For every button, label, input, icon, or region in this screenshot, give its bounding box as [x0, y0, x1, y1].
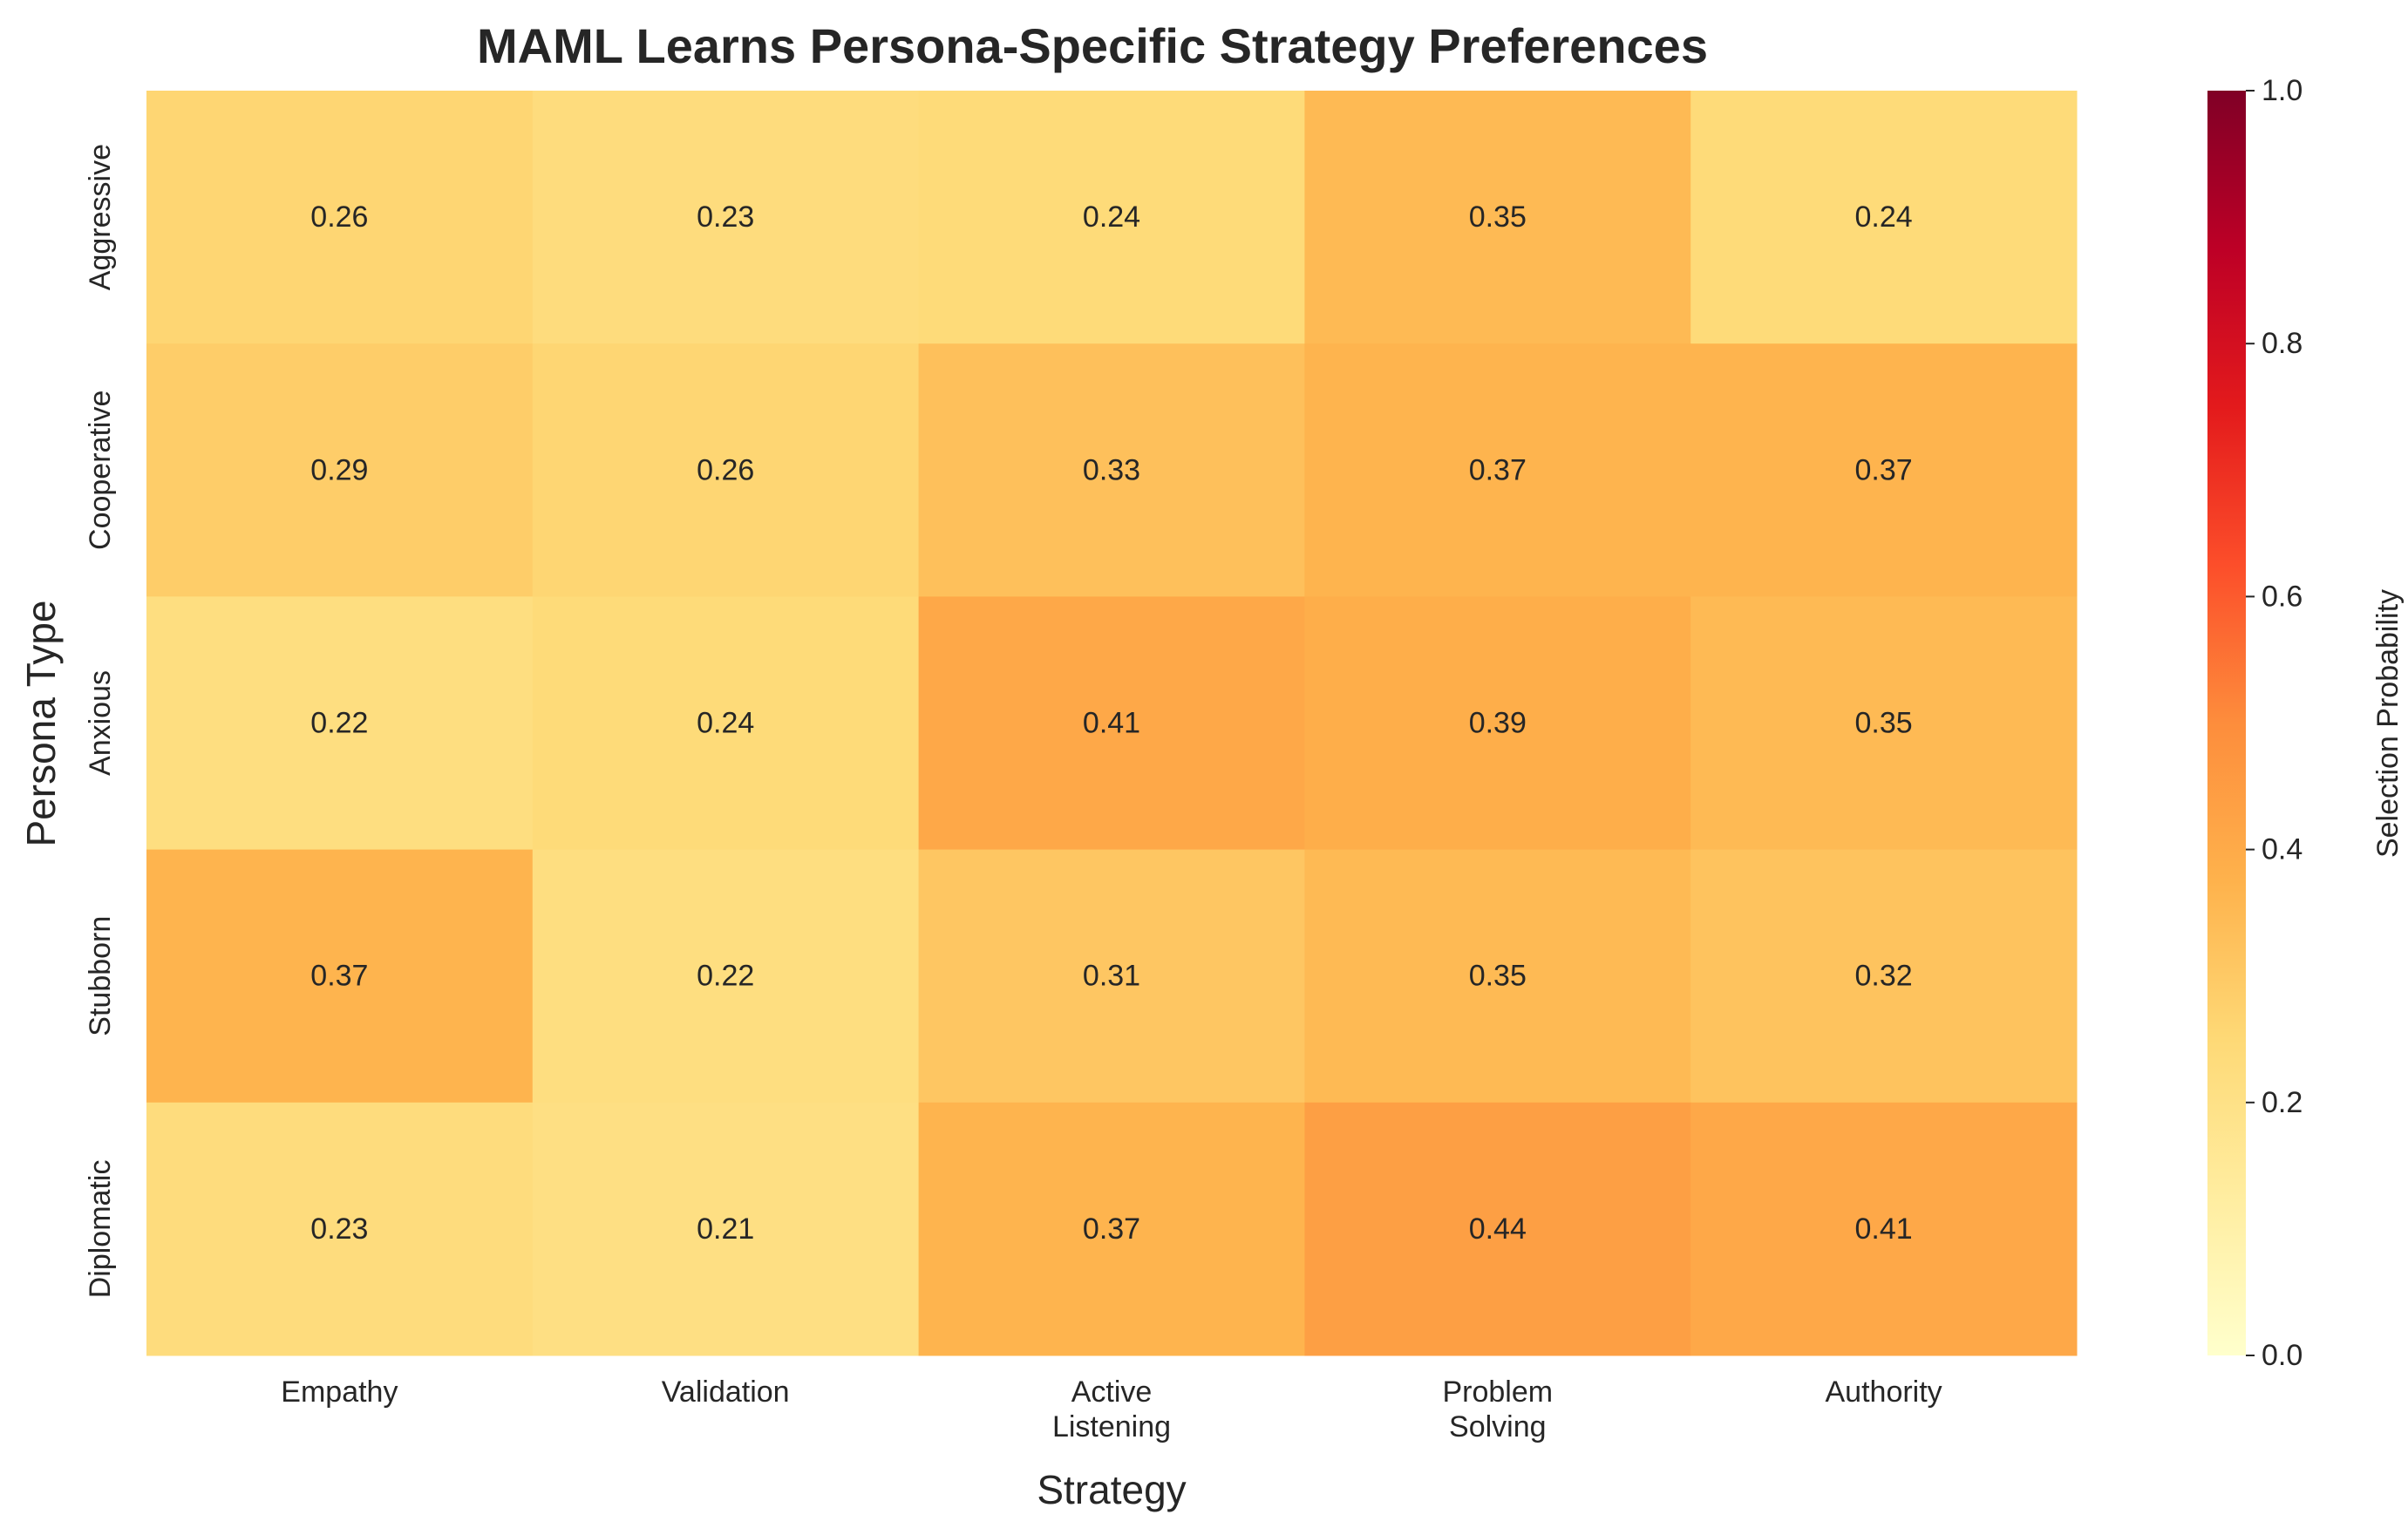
cell-value-label: 0.41: [1083, 707, 1140, 740]
cell-value-label: 0.37: [1083, 1212, 1140, 1246]
heatmap-cell: [1304, 849, 1691, 1104]
y-tick-label: Cooperative: [84, 391, 117, 550]
colorbar: [2207, 91, 2246, 1355]
cell-value-label: 0.23: [310, 1212, 368, 1246]
heatmap-cell: [918, 343, 1305, 597]
y-tick-label: Diplomatic: [84, 1160, 117, 1299]
cell-value-label: 0.22: [310, 707, 368, 740]
heatmap-cell: [532, 596, 920, 851]
cell-value-label: 0.24: [1083, 200, 1140, 234]
colorbar-tick-label: 1.0: [2262, 74, 2303, 107]
x-tick-label: Active Listening: [1052, 1375, 1171, 1443]
y-tick-labels: Aggressive Cooperative Anxious Stubborn Dipl…: [84, 144, 117, 1298]
cell-value-label: 0.37: [310, 960, 368, 993]
cell-value-label: 0.32: [1855, 960, 1913, 993]
heatmap-cell: [1690, 596, 2078, 851]
cell-value-label: 0.26: [310, 200, 368, 234]
x-tick-label: Validation: [662, 1375, 790, 1409]
colorbar-tick-label: 0.8: [2262, 327, 2303, 360]
heatmap-cell: [1304, 91, 1691, 344]
cell-value-label: 0.44: [1469, 1212, 1527, 1246]
colorbar-tick-label: 0.6: [2262, 580, 2303, 613]
colorbar-tick-label: 0.4: [2262, 833, 2303, 866]
cell-value-label: 0.35: [1855, 707, 1913, 740]
heatmap-cell: [918, 849, 1305, 1104]
x-tick-label: Authority: [1826, 1375, 1942, 1409]
heatmap-cell: [532, 343, 920, 597]
heatmap-cell: [1304, 596, 1691, 851]
x-axis-label: Strategy: [1037, 1467, 1186, 1512]
colorbar-tick-label: 0.2: [2262, 1086, 2303, 1119]
cell-value-label: 0.35: [1469, 200, 1527, 234]
cell-value-label: 0.31: [1083, 960, 1140, 993]
colorbar-label: Selection Probability: [2371, 589, 2405, 858]
heatmap-cell: [1304, 1102, 1691, 1356]
heatmap-cell: [532, 1102, 920, 1356]
x-tick-labels: Empathy Validation Active Listening Problem S…: [281, 1375, 1942, 1443]
cell-value-label: 0.37: [1855, 453, 1913, 486]
cell-value-label: 0.35: [1469, 960, 1527, 993]
cell-value-label: 0.23: [697, 200, 754, 234]
y-tick-label: Anxious: [84, 670, 117, 776]
y-axis-label: Persona Type: [18, 600, 64, 846]
heatmap-cell: [146, 1102, 534, 1356]
cell-value-label: 0.22: [697, 960, 754, 993]
y-tick-label: Aggressive: [84, 144, 117, 290]
y-tick-label: Stubborn: [84, 916, 117, 1036]
cell-value-label: 0.37: [1469, 453, 1527, 486]
cell-value-label: 0.33: [1083, 453, 1140, 486]
heatmap-cell: [532, 849, 920, 1104]
cell-value-label: 0.26: [697, 453, 754, 486]
cell-value-label: 0.24: [1855, 200, 1913, 234]
cell-value-labels: 0.26 0.23 0.24 0.35 0.24 0.29 0.26 0.33 0.37 0.37…: [310, 200, 1912, 1246]
chart-title: MAML Learns Persona-Specific Strategy Pr…: [477, 18, 1708, 73]
colorbar-ticks: 0.0 0.2 0.4 0.6 0.8 1.0: [2246, 74, 2303, 1372]
heatmap-cell: [918, 596, 1305, 851]
x-tick-label: Problem Solving: [1442, 1375, 1553, 1443]
heatmap-cell: [918, 91, 1305, 344]
heatmap-cell: [1690, 1102, 2078, 1356]
x-tick-label: Empathy: [281, 1375, 398, 1409]
heatmap-cells: [146, 91, 2078, 1356]
heatmap-cell: [532, 91, 920, 344]
heatmap-cell: [1304, 343, 1691, 597]
heatmap-cell: [146, 91, 534, 344]
cell-value-label: 0.24: [697, 707, 754, 740]
heatmap-cell: [146, 849, 534, 1104]
heatmap-cell: [1690, 343, 2078, 597]
cell-value-label: 0.39: [1469, 707, 1527, 740]
heatmap-cell: [1690, 849, 2078, 1104]
heatmap-cell: [1690, 91, 2078, 344]
colorbar-tick-label: 0.0: [2262, 1339, 2303, 1372]
cell-value-label: 0.29: [310, 453, 368, 486]
heatmap-cell: [146, 343, 534, 597]
heatmap-cell: [918, 1102, 1305, 1356]
cell-value-label: 0.21: [697, 1212, 754, 1246]
heatmap-cell: [146, 596, 534, 851]
cell-value-label: 0.41: [1855, 1212, 1913, 1246]
